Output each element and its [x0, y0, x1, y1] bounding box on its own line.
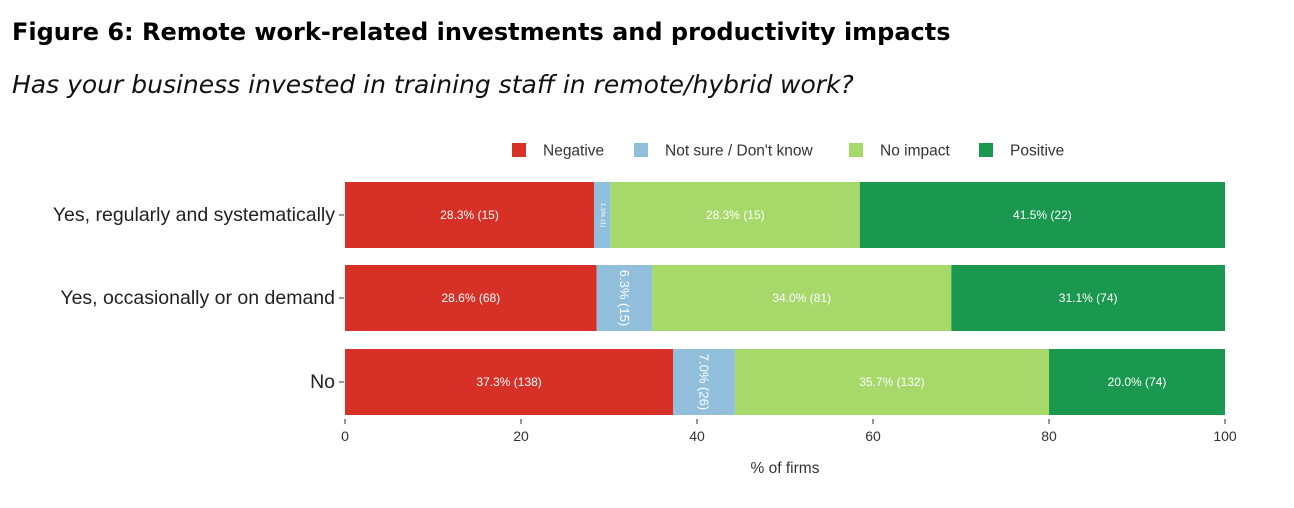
legend-swatch-0 — [512, 143, 526, 157]
bar-segment-2-0 — [345, 349, 674, 415]
data-label-0-2: 28.3% (15) — [706, 208, 765, 222]
x-tick-label-2: 40 — [689, 428, 705, 444]
legend-label-2: No impact — [880, 143, 950, 160]
x-tick-label-0: 0 — [341, 428, 349, 444]
legend-label-3: Positive — [1010, 143, 1064, 160]
figure-title: Figure 6: Remote work-related investment… — [12, 18, 951, 46]
legend-swatch-2 — [849, 143, 863, 157]
data-label-2-3: 20.0% (74) — [1108, 375, 1167, 389]
legend-label-1: Not sure / Don't know — [665, 143, 813, 160]
legend-swatch-3 — [979, 143, 993, 157]
data-label-2-1: 7.0% (26) — [697, 354, 712, 410]
bar-segment-0-1 — [594, 182, 611, 248]
bar-segment-1-1 — [596, 265, 653, 331]
x-tick-label-1: 20 — [513, 428, 529, 444]
data-label-2-0: 37.3% (138) — [476, 375, 541, 389]
bar-segment-0-2 — [610, 182, 860, 248]
bar-segment-0-0 — [345, 182, 595, 248]
bar-segment-2-2 — [734, 349, 1049, 415]
x-tick-label-3: 60 — [865, 428, 881, 444]
data-label-1-2: 34.0% (81) — [772, 291, 831, 305]
x-tick-label-4: 80 — [1041, 428, 1057, 444]
bar-segment-2-3 — [1049, 349, 1225, 415]
data-label-1-0: 28.6% (68) — [441, 291, 500, 305]
bar-segment-1-3 — [951, 265, 1225, 331]
bar-segment-2-1 — [673, 349, 735, 415]
data-label-0-0: 28.3% (15) — [440, 208, 499, 222]
data-label-0-1: 1.9% (1) — [599, 203, 606, 228]
bar-segment-1-2 — [652, 265, 952, 331]
figure-subtitle: Has your business invested in training s… — [12, 70, 854, 99]
legend-swatch-1 — [634, 143, 648, 157]
category-label-2: No — [310, 371, 335, 393]
data-label-1-3: 31.1% (74) — [1059, 291, 1118, 305]
legend-label-0: Negative — [543, 143, 604, 160]
x-tick-label-5: 100 — [1213, 428, 1237, 444]
data-label-2-2: 35.7% (132) — [859, 375, 924, 389]
data-label-0-3: 41.5% (22) — [1013, 208, 1072, 222]
bar-segment-1-0 — [345, 265, 597, 331]
category-label-0: Yes, regularly and systematically — [53, 204, 335, 226]
category-label-1: Yes, occasionally or on demand — [60, 287, 335, 309]
bar-segment-0-3 — [859, 182, 1225, 248]
data-label-1-1: 6.3% (15) — [617, 270, 632, 326]
x-axis-title: % of firms — [751, 460, 820, 477]
